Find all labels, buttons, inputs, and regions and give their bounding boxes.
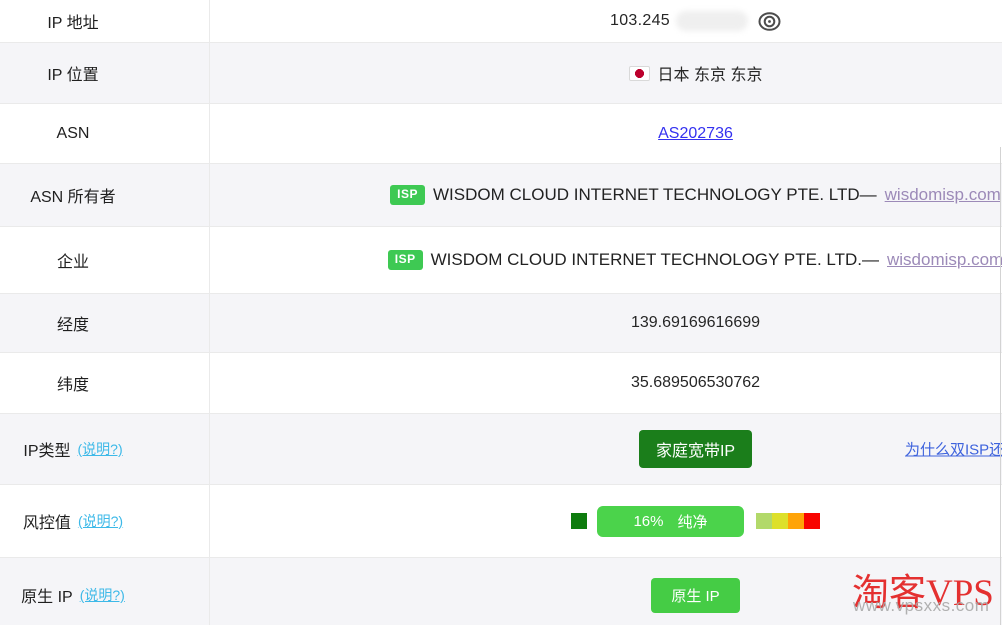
native-ip-badge: 原生 IP <box>651 577 740 613</box>
label-longitude: 经度 <box>56 317 89 334</box>
ip-address-blur <box>675 11 748 31</box>
risk-scale-squares <box>756 513 820 529</box>
risk-value-help-link[interactable]: (说明?) <box>77 513 124 529</box>
company-site-link[interactable]: wisdomisp.com <box>887 250 1002 269</box>
japan-flag-icon <box>628 65 650 81</box>
row-company: 企业 ISP WISDOM CLOUD INTERNET TECHNOLOGY … <box>0 227 1002 294</box>
row-latitude: 纬度 35.689506530762 <box>0 353 1002 414</box>
row-ip-address: IP 地址 103.245 <box>0 0 1002 43</box>
risk-scale-yellow-square <box>772 513 788 529</box>
ip-address-value: 103.245 <box>610 12 670 29</box>
risk-scale-darkgreen-square <box>571 513 587 529</box>
ip-type-badge: 家庭宽带IP <box>638 430 753 468</box>
risk-label: 纯净 <box>677 513 708 531</box>
asn-owner-site-link[interactable]: wisdomisp.com <box>884 185 1001 204</box>
label-ip-location: IP 位置 <box>47 67 99 84</box>
longitude-value: 139.69169616699 <box>630 314 761 331</box>
label-asn-owner: ASN 所有者 <box>30 189 116 206</box>
risk-scale-red-square <box>804 513 820 529</box>
label-asn: ASN <box>56 124 90 142</box>
right-edge-divider <box>1000 147 1001 625</box>
row-ip-type: IP类型 (说明?) 家庭宽带IP 为什么双ISP还 <box>0 414 1002 485</box>
why-dual-isp-link[interactable]: 为什么双ISP还 <box>905 441 1002 459</box>
ip-type-help-link[interactable]: (说明?) <box>77 441 123 457</box>
asn-link[interactable]: AS202736 <box>658 124 733 142</box>
risk-percent: 16% <box>633 512 664 530</box>
label-company: 企业 <box>56 254 89 271</box>
row-native-ip: 原生 IP (说明?) 原生 IP <box>0 558 1002 625</box>
risk-value-badge: 16% 纯净 <box>597 505 744 537</box>
row-asn-owner: ASN 所有者 ISP WISDOM CLOUD INTERNET TECHNO… <box>0 164 1002 227</box>
row-risk-value: 风控值 (说明?) 16% 纯净 <box>0 485 1002 558</box>
company-value: WISDOM CLOUD INTERNET TECHNOLOGY PTE. LT… <box>430 250 879 269</box>
label-ip-address: IP 地址 <box>47 15 99 32</box>
isp-badge: ISP <box>387 250 423 270</box>
asn-owner-value: WISDOM CLOUD INTERNET TECHNOLOGY PTE. LT… <box>433 185 877 204</box>
label-native-ip: 原生 IP <box>21 589 73 606</box>
label-latitude: 纬度 <box>56 377 89 394</box>
row-ip-location: IP 位置 日本 东京 东京 <box>0 43 1002 104</box>
latitude-value: 35.689506530762 <box>630 374 761 391</box>
row-asn: ASN AS202736 <box>0 104 1002 164</box>
risk-scale-orange-square <box>788 513 804 529</box>
row-longitude: 经度 139.69169616699 <box>0 294 1002 353</box>
isp-badge: ISP <box>390 185 425 205</box>
eye-icon[interactable] <box>758 11 781 32</box>
ip-location-value: 日本 东京 东京 <box>657 67 763 84</box>
native-ip-help-link[interactable]: (说明?) <box>79 587 125 603</box>
risk-scale-lightgreen-square <box>756 513 772 529</box>
label-risk-value: 风控值 <box>22 515 71 532</box>
label-ip-type: IP类型 <box>23 443 71 460</box>
